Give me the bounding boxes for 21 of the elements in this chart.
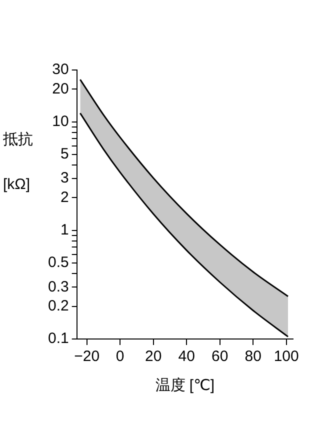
- y-tick-label: 2: [60, 188, 69, 206]
- x-axis-title: 温度 [℃]: [155, 377, 215, 394]
- x-tick-label: 100: [274, 348, 299, 366]
- y-tick-label: 5: [60, 146, 69, 163]
- x-tick-label: 40: [178, 348, 195, 366]
- y-tick-label: 0.3: [48, 278, 69, 296]
- y-tick-label: 0.1: [48, 330, 69, 348]
- x-tick-label: 0: [116, 348, 124, 366]
- x-tick-label: 80: [244, 348, 262, 366]
- y-tick-label: 3: [60, 170, 69, 187]
- x-tick-label: −20: [74, 348, 100, 366]
- y-tick-label: 20: [52, 80, 69, 98]
- x-tick-label: 60: [212, 348, 228, 366]
- line-series: [79, 78, 289, 298]
- x-tick-label: 20: [144, 348, 162, 366]
- text: 抵抗 [kΩ]: [3, 131, 33, 194]
- y-tick-label: 0.5: [48, 254, 69, 272]
- y-tick-label: 10: [52, 112, 69, 130]
- y-tick-label: 30: [52, 61, 69, 78]
- y-tick-label: 0.2: [48, 297, 69, 314]
- y-tick-label: 1: [60, 222, 69, 239]
